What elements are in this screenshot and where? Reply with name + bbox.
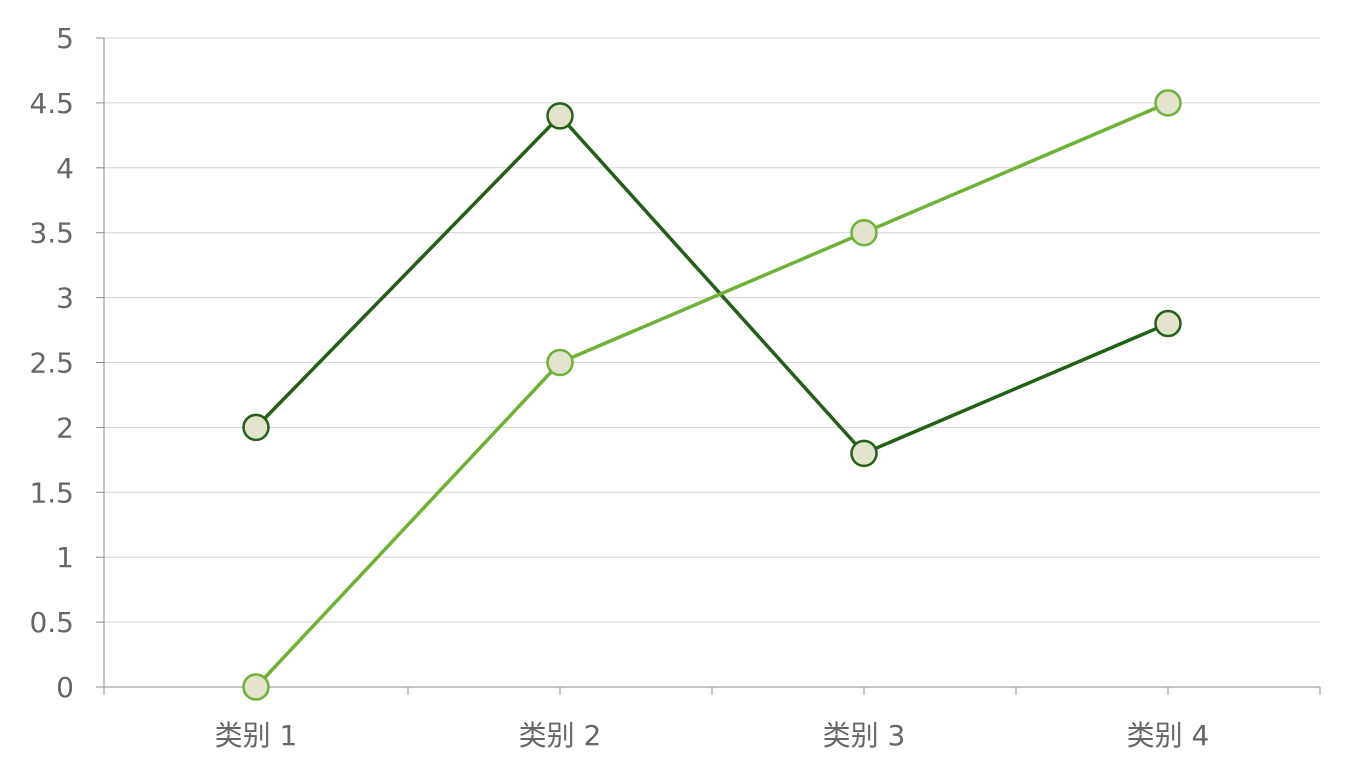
series-2-point [546,348,574,377]
y-tick-label: 0 [56,671,74,704]
y-tick-label: 0.5 [29,606,74,639]
y-tick-label: 4 [56,152,74,185]
y-tick-label: 3.5 [29,217,74,250]
series-2-point [850,218,878,247]
gridlines [104,37,1320,623]
series-1-line [254,114,1169,456]
y-tick-label: 4.5 [29,87,74,120]
x-tick-label: 类别 1 [215,719,298,752]
series-1-point [850,439,878,468]
y-tick-labels: 0 0.5 1 1.5 2 2.5 3 3.5 4 4.5 5 [29,22,74,704]
series-2-point [1154,89,1182,117]
axes [96,37,1321,695]
y-tick-label: 2 [56,411,74,444]
x-tick-label: 类别 2 [519,719,602,752]
y-tick-label: 3 [56,282,74,315]
x-tick-label: 类别 4 [1127,719,1210,752]
y-tick-label: 2.5 [29,347,74,380]
series-1-point [546,102,574,130]
x-tick-labels: 类别 1 类别 2 类别 3 类别 4 [215,719,1210,752]
series-1-point [1154,309,1182,338]
y-tick-label: 1.5 [29,476,74,509]
series-2-point [242,673,270,701]
series-markers [242,89,1182,701]
series-2-line [254,101,1169,689]
y-tick-label: 5 [56,22,74,55]
series-lines [254,101,1169,689]
y-tick-label: 1 [56,541,74,574]
x-tick-label: 类别 3 [823,719,906,752]
series-1-point [242,413,270,442]
